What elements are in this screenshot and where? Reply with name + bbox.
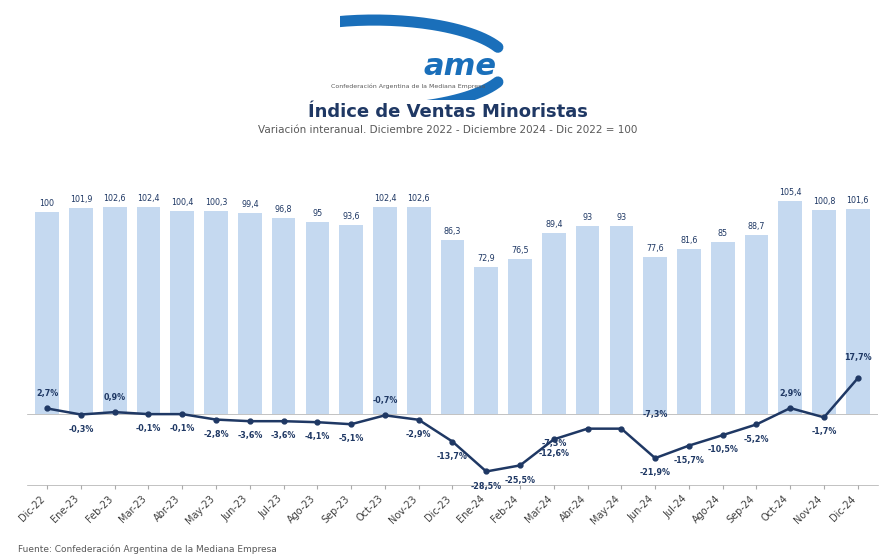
Text: -2,8%: -2,8% <box>203 429 228 439</box>
Text: Índice de Ventas Minoristas: Índice de Ventas Minoristas <box>308 103 588 121</box>
Bar <box>643 257 667 414</box>
Text: -15,7%: -15,7% <box>674 456 704 465</box>
Bar <box>69 208 93 414</box>
Bar <box>508 260 532 414</box>
Text: 102,4: 102,4 <box>137 194 159 203</box>
Bar <box>238 213 262 414</box>
Text: 102,6: 102,6 <box>408 194 430 203</box>
Text: -7,3%: -7,3% <box>541 439 566 448</box>
Text: 88,7: 88,7 <box>748 222 765 231</box>
Text: -13,7%: -13,7% <box>437 452 468 461</box>
Text: -5,1%: -5,1% <box>339 434 364 443</box>
Text: Fuente: Confederación Argentina de la Mediana Empresa: Fuente: Confederación Argentina de la Me… <box>18 545 277 554</box>
Bar <box>812 211 836 414</box>
Text: 2,7%: 2,7% <box>36 389 58 398</box>
Bar <box>35 212 59 414</box>
Bar <box>542 233 565 414</box>
Bar <box>677 249 701 414</box>
Text: -1,7%: -1,7% <box>812 427 837 437</box>
Bar <box>846 209 870 414</box>
Text: -12,6%: -12,6% <box>538 449 569 458</box>
Bar <box>407 207 430 414</box>
Bar <box>170 211 194 414</box>
Text: 72,9: 72,9 <box>478 253 495 263</box>
Bar <box>340 225 363 414</box>
Text: 100,4: 100,4 <box>171 198 194 207</box>
Text: -0,3%: -0,3% <box>68 424 93 433</box>
Bar <box>609 226 633 414</box>
Bar <box>137 207 160 414</box>
Text: 101,6: 101,6 <box>847 196 869 205</box>
Bar <box>711 242 735 414</box>
Text: 102,6: 102,6 <box>103 194 126 203</box>
Bar <box>779 201 802 414</box>
Text: 0,9%: 0,9% <box>104 393 125 402</box>
Text: 101,9: 101,9 <box>70 195 92 204</box>
Bar <box>441 240 464 414</box>
Text: 86,3: 86,3 <box>444 227 461 236</box>
Bar <box>373 207 397 414</box>
Text: 2,9%: 2,9% <box>780 389 801 398</box>
Text: 93: 93 <box>582 213 592 222</box>
Bar <box>475 267 498 414</box>
Text: -0,7%: -0,7% <box>372 396 398 405</box>
Text: -28,5%: -28,5% <box>470 482 502 491</box>
Text: -4,1%: -4,1% <box>305 432 330 441</box>
Text: 100,8: 100,8 <box>813 197 835 206</box>
Text: 100,3: 100,3 <box>205 198 228 207</box>
Text: -2,9%: -2,9% <box>406 430 432 439</box>
Text: 100: 100 <box>39 199 55 208</box>
Bar <box>204 212 228 414</box>
Text: 93: 93 <box>616 213 626 222</box>
Text: 77,6: 77,6 <box>646 244 664 253</box>
Text: 95: 95 <box>312 209 323 218</box>
Text: 76,5: 76,5 <box>512 246 529 256</box>
Bar <box>306 222 329 414</box>
Text: -25,5%: -25,5% <box>504 476 536 485</box>
Text: -21,9%: -21,9% <box>640 468 670 477</box>
Text: 85: 85 <box>718 229 728 238</box>
Text: -3,6%: -3,6% <box>271 431 297 440</box>
Text: ame: ame <box>424 52 496 81</box>
Text: -5,2%: -5,2% <box>744 434 770 443</box>
Bar <box>745 235 768 414</box>
Text: 89,4: 89,4 <box>545 221 563 229</box>
Text: -0,1%: -0,1% <box>169 424 195 433</box>
Text: 81,6: 81,6 <box>680 236 698 245</box>
Text: 102,4: 102,4 <box>374 194 396 203</box>
Text: Variación interanual. Diciembre 2022 - Diciembre 2024 - Dic 2022 = 100: Variación interanual. Diciembre 2022 - D… <box>258 125 638 135</box>
Text: -7,3%: -7,3% <box>642 409 668 418</box>
Text: 99,4: 99,4 <box>241 200 259 209</box>
Text: 105,4: 105,4 <box>779 188 802 197</box>
Bar <box>271 218 296 414</box>
Text: -3,6%: -3,6% <box>237 431 263 440</box>
Text: 96,8: 96,8 <box>275 206 292 214</box>
Text: 93,6: 93,6 <box>342 212 360 221</box>
Text: Confederación Argentina de la Mediana Empresa: Confederación Argentina de la Mediana Em… <box>331 84 485 89</box>
Text: -0,1%: -0,1% <box>136 424 161 433</box>
Bar <box>103 207 126 414</box>
Text: -10,5%: -10,5% <box>707 445 738 454</box>
Text: 17,7%: 17,7% <box>844 353 872 362</box>
Bar <box>576 226 599 414</box>
